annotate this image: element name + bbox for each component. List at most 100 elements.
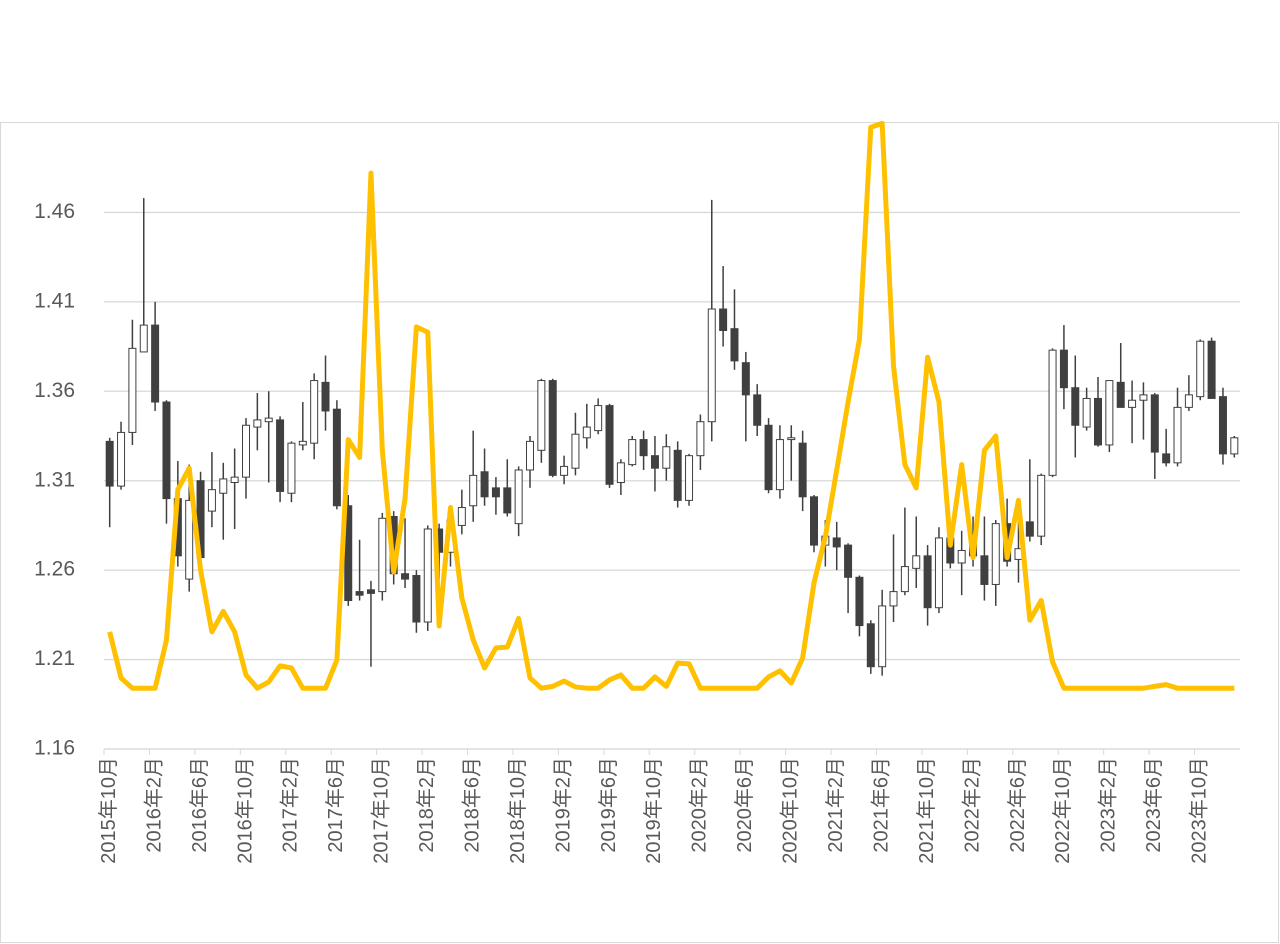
x-tick-label: 2018年2月 [415,757,438,853]
candle-body [185,499,194,580]
candle-body [355,591,364,596]
x-tick-label: 2016年6月 [188,757,211,853]
candle-body [401,573,410,580]
x-tick-label: 2017年2月 [279,757,302,853]
candle-body [719,308,728,331]
candle-body [298,440,307,446]
x-tick-label: 2017年10月 [370,757,393,864]
chart-frame [0,122,1279,943]
candle-body [117,431,126,487]
x-tick-label: 2019年2月 [551,757,574,853]
candle-body [912,555,921,569]
candle-body [1048,349,1057,476]
x-tick-label: 2016年2月 [142,757,165,853]
candle-body [832,537,841,548]
x-tick-label: 2023年10月 [1188,757,1211,864]
candle-body [582,426,591,439]
candle-body [605,405,614,485]
candle-body [1162,453,1171,464]
candle-body [1150,394,1159,453]
candle-body [957,549,966,564]
candle-body [1128,399,1137,408]
candle-body [923,555,932,609]
candle-body [889,591,898,607]
candle-body [673,449,682,501]
y-tick-label: 1.41 [34,289,75,312]
x-tick-label: 2022年2月 [960,757,983,853]
candle-body [1207,340,1216,399]
y-tick-label: 1.21 [34,647,75,670]
candle-body [639,439,648,457]
candle-body [980,555,989,585]
candle-body [151,324,160,403]
candle-body [1139,394,1148,401]
candle-body [844,544,853,578]
candle-body [1082,397,1091,428]
x-tick-label: 2020年10月 [779,757,802,864]
candle-body [707,308,716,423]
candle-body [696,421,705,457]
candle-body [991,523,1000,585]
candle-body [457,507,466,526]
candle-body [105,440,114,487]
x-tick-label: 2015年10月 [97,757,120,864]
x-tick-label: 2018年6月 [460,757,483,853]
candle-body [366,589,375,594]
candle-body [753,394,762,426]
y-tick-label: 1.26 [34,558,75,581]
candle-body [764,424,773,491]
candle-body [253,419,262,428]
candle-body [321,381,330,412]
x-tick-label: 2019年10月 [642,757,665,864]
candle-body [332,408,341,507]
candle-body [560,465,569,476]
x-tick-label: 2021年10月 [915,757,938,864]
candle-body [1116,381,1125,408]
candle-body [1071,387,1080,426]
candle-body [310,380,319,444]
candle-body [423,528,432,623]
candle-body [526,440,534,471]
candle-body [594,405,603,432]
candle-body [1025,521,1034,537]
candle-body [866,623,875,668]
candle-body [855,576,864,627]
candle-body [571,433,580,469]
candle-body [162,401,171,500]
candle-body [1230,437,1239,455]
candle-body [548,380,557,476]
candle-body [616,462,625,484]
candle-body [1196,340,1205,398]
candle-body [469,474,478,507]
x-tick-label: 2020年2月 [688,757,711,853]
candle-body [1059,349,1068,389]
candle-body [730,328,739,362]
candle-body [1184,394,1193,408]
candle-body [900,566,909,593]
x-tick-label: 2018年10月 [506,757,529,864]
candle-body [514,469,523,525]
x-tick-label: 2020年6月 [733,757,756,853]
candle-body [503,487,512,514]
candle-body [287,442,296,494]
candle-body [775,439,784,491]
candle-body [650,455,659,469]
candle-body [1105,380,1114,446]
candle-body [242,424,250,478]
candle-body [685,455,694,501]
x-tick-label: 2023年2月 [1097,757,1120,853]
candle-body [810,496,818,546]
candle-body [1218,396,1227,455]
y-tick-label: 1.31 [34,468,75,491]
x-tick-label: 2022年10月 [1051,757,1074,864]
y-tick-label: 1.16 [34,737,75,760]
candle-body [480,471,489,498]
candle-body [537,380,546,451]
candle-body [378,517,387,593]
candle-body [934,537,943,609]
x-tick-label: 2019年6月 [597,757,620,853]
x-tick-label: 2021年2月 [824,757,847,853]
candle-body [878,605,887,668]
candle-body [1173,406,1182,464]
candle-body [230,476,239,484]
